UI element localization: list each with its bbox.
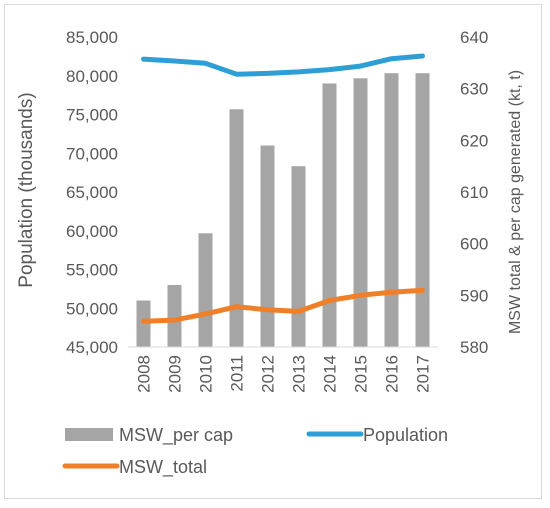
y-left-tick-label: 80,000 [66, 67, 118, 86]
y-right-tick-label: 590 [460, 286, 488, 305]
bar-msw-per-cap-2008 [136, 300, 151, 347]
legend-label-population: Population [363, 425, 448, 445]
y-right-tick-label: 580 [460, 338, 488, 357]
y-right-tick-label: 630 [460, 80, 488, 99]
x-tick-label: 2011 [228, 355, 247, 392]
legend-swatch-msw-per-cap [65, 428, 113, 441]
x-tick-label: 2017 [414, 355, 433, 393]
legend-label-msw-per-cap: MSW_per cap [119, 425, 233, 446]
x-tick-label: 2014 [321, 355, 340, 393]
y-right-tick-label: 600 [460, 235, 488, 254]
y-axis-title-left: Population (thousands) [16, 92, 37, 287]
bar-msw-per-cap-2011 [229, 109, 244, 347]
x-tick-label: 2008 [135, 355, 154, 393]
x-tick-label: 2010 [197, 355, 216, 393]
y-right-tick-label: 640 [460, 28, 488, 47]
bar-msw-per-cap-2015 [353, 78, 368, 348]
x-axis-ticks: 2008 2009 2010 2011 2012 2013 2014 2015 2016 2017 [135, 355, 433, 393]
y-left-tick-label: 45,000 [66, 338, 118, 357]
x-tick-label: 2012 [259, 355, 278, 393]
line-series [141, 53, 425, 324]
bar-msw-per-cap-2010 [198, 233, 213, 347]
bar-msw-per-cap-2013 [291, 166, 306, 347]
right-axis-ticks: 580 590 600 610 620 630 640 [460, 28, 488, 357]
bars-msw-per-cap [136, 73, 430, 348]
bar-msw-per-cap-2012 [260, 145, 275, 347]
x-tick-label: 2009 [166, 355, 185, 393]
y-left-tick-label: 65,000 [66, 183, 118, 202]
y-left-tick-label: 50,000 [66, 299, 118, 318]
y-left-tick-label: 85,000 [66, 28, 118, 47]
y-axis-title-right: MSW total & per cap generated (kt, t) [507, 70, 524, 334]
legend-label-msw-total: MSW_total [119, 457, 207, 478]
y-left-tick-label: 75,000 [66, 106, 118, 125]
y-right-tick-label: 620 [460, 131, 488, 150]
x-tick-label: 2013 [290, 355, 309, 393]
y-left-tick-label: 70,000 [66, 144, 118, 163]
left-axis-ticks: 45,000 50,000 55,000 60,000 65,000 70,000 75,0… [66, 28, 118, 357]
bar-msw-per-cap-2017 [415, 73, 430, 347]
y-left-tick-label: 55,000 [66, 261, 118, 280]
y-right-tick-label: 610 [460, 183, 488, 202]
line-population [141, 53, 425, 77]
y-left-tick-label: 60,000 [66, 222, 118, 241]
line-msw-total [141, 287, 425, 324]
bar-msw-per-cap-2016 [384, 73, 399, 347]
x-tick-label: 2016 [383, 355, 402, 393]
bar-msw-per-cap-2009 [167, 285, 182, 347]
chart-frame [4, 4, 542, 499]
legend: MSW_per cap Population MSW_total [62, 425, 448, 478]
x-tick-label: 2015 [352, 355, 371, 393]
bar-msw-per-cap-2014 [322, 83, 337, 347]
